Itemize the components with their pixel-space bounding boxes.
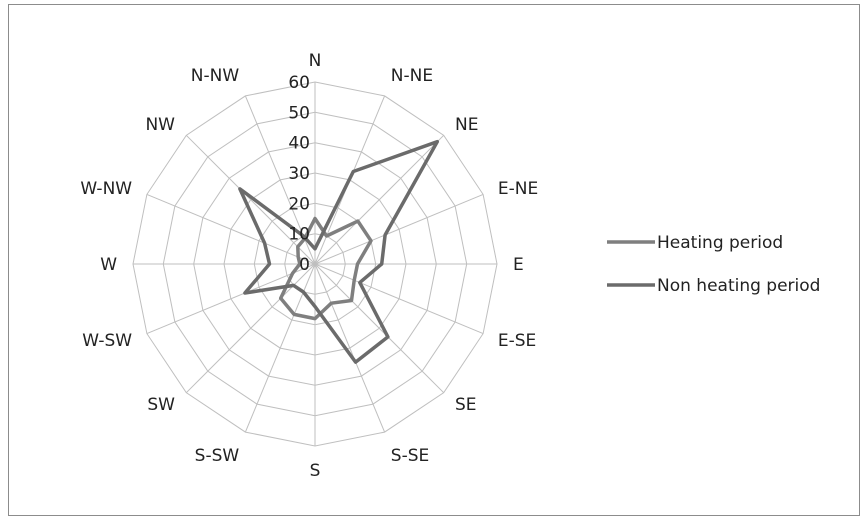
label-layer: 0 10 20 30 40 50 60N N-NE NE E-NE E E-SE SE S-SE S S-SW… <box>80 51 538 481</box>
tick-label: 40 <box>288 134 310 154</box>
radar-chart: 0 10 20 30 40 50 60N N-NE NE E-NE E E-SE SE S-SE S S-SW… <box>80 51 820 481</box>
direction-label: SW <box>147 395 175 415</box>
direction-label: E <box>513 255 524 275</box>
grid-spoke <box>314 263 386 433</box>
grid-spoke <box>146 193 316 265</box>
direction-label: S-SW <box>195 446 240 466</box>
legend-label: Non heating period <box>657 276 820 296</box>
direction-label: N-NW <box>191 66 240 86</box>
legend-label: Heating period <box>657 233 783 253</box>
direction-label: N <box>309 51 322 71</box>
direction-label: S-SE <box>391 446 429 466</box>
tick-label: 30 <box>288 164 310 184</box>
series-line-2 <box>238 139 440 364</box>
legend: Heating period Non heating period <box>607 233 820 296</box>
direction-label: N-NE <box>391 66 433 86</box>
grid-spoke <box>314 263 445 394</box>
direction-label: NE <box>455 115 478 135</box>
direction-label: SE <box>455 395 477 415</box>
tick-label: 20 <box>288 194 310 214</box>
grid-spoke <box>314 263 484 335</box>
tick-label: 50 <box>288 103 310 123</box>
tick-label: 60 <box>288 73 310 93</box>
grid-spoke <box>314 193 484 265</box>
direction-label: W <box>100 255 117 275</box>
grid-spoke <box>185 263 316 394</box>
tick-label: 10 <box>288 225 310 245</box>
grid-layer <box>132 81 498 447</box>
grid-spoke <box>185 134 316 265</box>
direction-label: E-SE <box>498 331 536 351</box>
series-line-1 <box>278 216 373 321</box>
series-layer <box>238 139 440 364</box>
direction-label: S <box>310 461 321 481</box>
grid-spoke <box>146 263 316 335</box>
chart-frame: 0 10 20 30 40 50 60 N N-NE NE E-NE E E-SE SE S-SE S S-SW… <box>8 4 860 516</box>
grid-spoke <box>314 134 445 265</box>
direction-label: E-NE <box>498 179 538 199</box>
direction-label: W-SW <box>82 331 132 351</box>
direction-label: NW <box>145 115 175 135</box>
tick-label: 0 <box>299 255 310 275</box>
direction-label: W-NW <box>80 179 132 199</box>
